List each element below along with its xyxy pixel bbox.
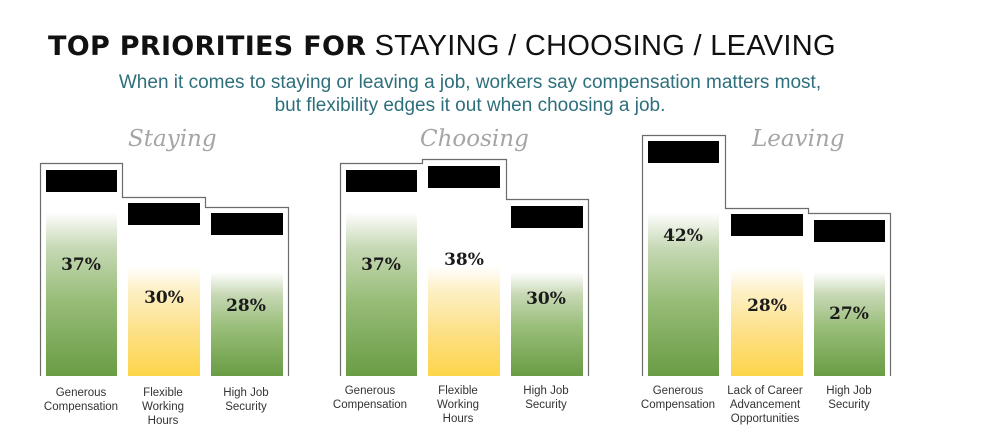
value-label: 42% [663, 226, 703, 246]
redaction-box [46, 170, 117, 192]
category-label: Generous Compensation [43, 387, 119, 413]
bar-choosing-compensation [346, 212, 417, 376]
category-label: Flexible Working Hours [437, 385, 479, 425]
subtitle-line-1: When it comes to staying or leaving a jo… [118, 72, 822, 93]
bar-staying-flexible [128, 266, 200, 376]
redaction-box [814, 220, 885, 242]
redaction-box [511, 206, 583, 228]
category-label: High Job Security [826, 385, 872, 411]
panel-title-leaving: Leaving [752, 126, 845, 152]
bar-staying-security [211, 272, 283, 376]
value-label: 28% [226, 296, 266, 316]
redaction-box [731, 214, 803, 236]
bar-leaving-career [731, 268, 803, 376]
value-label: 27% [829, 304, 869, 324]
chart-title-light: STAYING / CHOOSING / LEAVING [366, 30, 836, 62]
panel-title-choosing: Choosing [420, 126, 529, 152]
bar-choosing-security [511, 272, 583, 376]
value-label: 38% [444, 250, 484, 270]
category-label: Flexible Working Hours [142, 387, 184, 427]
category-label: High Job Security [223, 387, 269, 413]
chart-title: TOP PRIORITIES FOR STAYING / CHOOSING / … [48, 30, 836, 63]
redaction-box [428, 166, 500, 188]
category-label: Generous Compensation [332, 385, 408, 411]
chart-title-bold: TOP PRIORITIES FOR [48, 31, 367, 62]
chart-subtitle: When it comes to staying or leaving a jo… [0, 71, 940, 117]
value-label: 30% [144, 288, 184, 308]
bar-leaving-security [814, 272, 885, 376]
redaction-box [648, 141, 719, 163]
redaction-box [128, 203, 200, 225]
redaction-box [346, 170, 417, 192]
value-label: 28% [747, 296, 787, 316]
value-label: 37% [361, 255, 401, 275]
value-label: 30% [526, 289, 566, 309]
value-label: 37% [61, 255, 101, 275]
bar-leaving-compensation [648, 212, 719, 376]
category-label: High Job Security [523, 385, 569, 411]
bar-choosing-flexible [428, 266, 500, 376]
subtitle-line-2: but flexibility edges it out when choosi… [274, 95, 666, 116]
panel-title-staying: Staying [128, 126, 217, 152]
bar-staying-compensation [46, 212, 117, 376]
redaction-box [211, 213, 283, 235]
category-label: Generous Compensation [640, 385, 716, 411]
category-label: Lack of Career Advancement Opportunities [727, 385, 803, 425]
